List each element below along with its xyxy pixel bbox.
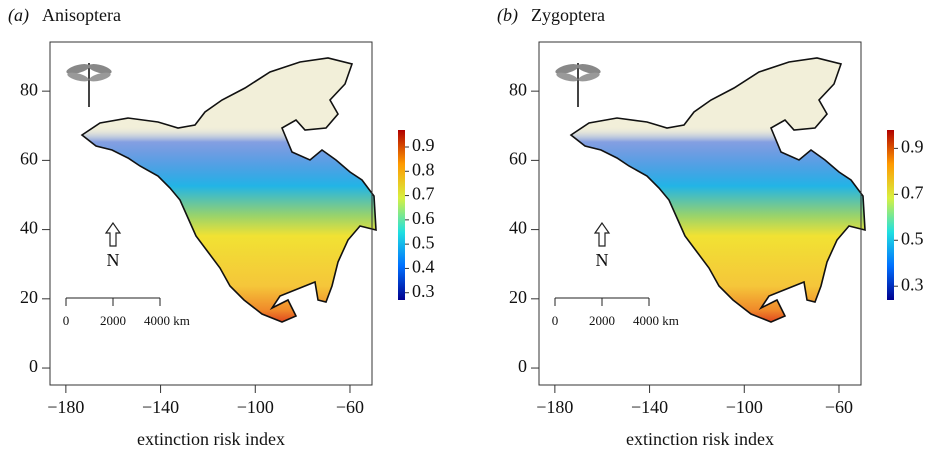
dragonfly-icon [64, 61, 114, 108]
y-tick-label: 60 [20, 148, 38, 168]
x-axis-label: extinction risk index [137, 429, 285, 449]
colorbar-tick-label: 0.3 [412, 281, 435, 301]
risk-layer [571, 126, 865, 322]
north-label: N [596, 250, 609, 270]
plot-frame [49, 41, 373, 386]
y-tick-label: 40 [509, 218, 527, 238]
colorbar-tick-label: 0.7 [412, 184, 435, 204]
panel: (a) Anisoptera −180 −140 −100 −60 0 20 40 60 80 ext… [8, 5, 435, 449]
north-arrow [593, 221, 611, 247]
colorbar-tick-label: 0.9 [412, 135, 435, 155]
colorbar-tick-label: 0.9 [901, 137, 924, 157]
colorbar-tick-label: 0.3 [901, 274, 924, 294]
x-tick-label: −60 [825, 397, 853, 417]
x-tick-label: −100 [237, 397, 274, 417]
scale-label: 0 [552, 313, 559, 328]
panel: (b) Zygoptera −180 −140 −100 −60 0 20 40 60 80 exti… [497, 5, 924, 449]
plot-frame [538, 41, 862, 386]
risk-surface [82, 126, 376, 322]
scale-label: 0 [63, 313, 70, 328]
y-tick-label: 20 [20, 287, 38, 307]
scale-label: 2000 [589, 313, 615, 328]
x-tick-label: −140 [142, 397, 179, 417]
panel-label: (b) [497, 5, 518, 26]
scale-label: 2000 [100, 313, 126, 328]
north-label: N [107, 250, 120, 270]
y-tick-label: 40 [20, 218, 38, 238]
scale-label: 4000 km [144, 313, 190, 328]
x-tick-label: −180 [536, 397, 573, 417]
x-tick-label: −60 [336, 397, 364, 417]
colorbar [398, 130, 405, 300]
colorbar-tick-label: 0.7 [901, 182, 924, 202]
x-tick-label: −100 [726, 397, 763, 417]
y-tick-label: 80 [20, 79, 38, 99]
y-tick-label: 20 [509, 287, 527, 307]
colorbar-tick-label: 0.8 [412, 159, 435, 179]
x-tick-label: −140 [631, 397, 668, 417]
colorbar-tick-label: 0.4 [412, 257, 435, 277]
panel-title: Anisoptera [42, 5, 121, 25]
risk-layer [82, 126, 376, 322]
panel-title: Zygoptera [531, 5, 605, 25]
x-tick-label: −180 [47, 397, 84, 417]
y-tick-label: 60 [509, 148, 527, 168]
scale-label: 4000 km [633, 313, 679, 328]
y-tick-label: 0 [29, 356, 38, 376]
colorbar-tick-label: 0.5 [412, 232, 435, 252]
colorbar-tick-label: 0.5 [901, 228, 924, 248]
colorbar [887, 130, 894, 300]
risk-surface [571, 126, 865, 322]
dragonfly-icon [553, 61, 603, 108]
colorbar-tick-label: 0.6 [412, 208, 435, 228]
y-tick-label: 0 [518, 356, 527, 376]
panel-label: (a) [8, 5, 29, 26]
x-axis-label: extinction risk index [626, 429, 774, 449]
north-arrow [104, 221, 122, 247]
y-tick-label: 80 [509, 79, 527, 99]
